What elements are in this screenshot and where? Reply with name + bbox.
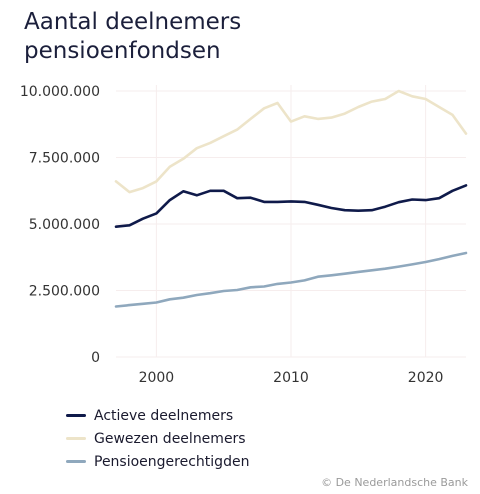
legend-item-pensioengerechtigden[interactable]: Pensioengerechtigden: [66, 450, 249, 473]
source-credit: © De Nederlandsche Bank: [321, 476, 468, 489]
chart-title: Aantal deelnemers pensioenfondsen: [24, 9, 242, 64]
series-lines: [114, 89, 468, 308]
legend-item-actieve[interactable]: Actieve deelnemers: [66, 404, 249, 427]
x-axis-ticks: 2000 2010 2020: [139, 370, 444, 386]
legend-swatch-actieve: [66, 414, 86, 417]
legend-swatch-gewezen: [66, 437, 86, 440]
legend-label-actieve: Actieve deelnemers: [94, 407, 234, 424]
line-chart: 0 2.500.000 5.000.000 7.500.000 10.000.000 2…: [20, 84, 468, 386]
y-axis-ticks: 0 2.500.000 5.000.000 7.500.000 10.000.000: [20, 84, 100, 366]
legend-swatch-pensioengerechtigden: [66, 460, 86, 463]
legend-label-gewezen: Gewezen deelnemers: [94, 430, 246, 447]
legend: Actieve deelnemers Gewezen deelnemers Pe…: [66, 404, 249, 473]
y-tick-label: 10.000.000: [20, 84, 100, 100]
legend-label-pensioengerechtigden: Pensioengerechtigden: [94, 453, 250, 470]
y-tick-label: 0: [91, 350, 100, 366]
series-line-gewezen: [114, 89, 468, 194]
y-tick-label: 5.000.000: [29, 217, 100, 233]
y-tick-label: 7.500.000: [29, 151, 100, 167]
series-line-actieve: [114, 184, 468, 228]
x-tick-label: 2010: [273, 370, 309, 386]
x-tick-label: 2000: [139, 370, 175, 386]
x-tick-label: 2020: [408, 370, 444, 386]
series-line-pensioengerechtigden: [114, 251, 468, 308]
legend-item-gewezen[interactable]: Gewezen deelnemers: [66, 427, 249, 450]
grid-lines: [116, 85, 466, 358]
y-tick-label: 2.500.000: [29, 284, 100, 300]
